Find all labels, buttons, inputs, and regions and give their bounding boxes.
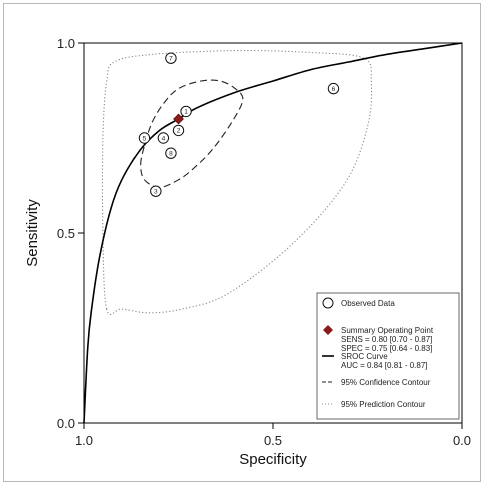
observed-point: 3 (150, 185, 162, 197)
observed-point-marker (172, 124, 185, 137)
legend-text: Summary Operating Point (341, 326, 434, 335)
observed-point-label: 1 (184, 109, 188, 116)
observed-point-label: 2 (177, 128, 181, 135)
observed-point-marker (138, 132, 151, 144)
observed-point: 8 (165, 147, 177, 159)
x-axis-label: Specificity (239, 451, 307, 468)
legend-entry: 95% Confidence Contour (322, 378, 431, 387)
observed-point-marker (327, 82, 340, 95)
prediction-contour (101, 49, 373, 315)
x-tick-label: 0.5 (264, 433, 282, 448)
observed-point-marker (165, 52, 177, 64)
observed-point-marker (180, 105, 192, 118)
observed-point-label: 4 (162, 135, 166, 142)
y-tick-label: 0.0 (57, 416, 75, 431)
y-tick-label: 1.0 (57, 36, 75, 51)
observed-point-label: 3 (154, 189, 158, 196)
legend-circle-icon (322, 297, 334, 309)
legend-text: SPEC = 0.75 [0.64 - 0.83] (341, 344, 432, 353)
x-tick-label: 0.0 (453, 433, 471, 448)
legend-text: SENS = 0.80 [0.70 - 0.87] (341, 335, 432, 344)
legend-text: SROC Curve (341, 352, 388, 361)
legend-text: 95% Prediction Contour (341, 400, 426, 409)
observed-point-label: 7 (169, 56, 173, 63)
observed-point: 7 (165, 52, 177, 64)
observed-point: 1 (180, 105, 192, 118)
chart-frame: 1 2 3 4 5 6 7 8 1.0 0.5 0.0 0.0 0.5 1.0 Specificity Se… (3, 3, 481, 482)
summary-point-group (173, 113, 184, 125)
observed-points-group: 1 2 3 4 5 6 7 8 (138, 52, 340, 197)
axes-group: 1.0 0.5 0.0 0.0 0.5 1.0 Specificity Sensitivity (24, 36, 471, 468)
y-tick-label: 0.5 (57, 226, 75, 241)
legend-diamond-icon (323, 325, 333, 335)
legend-box (316, 292, 460, 420)
legend-text: Observed Data (341, 299, 395, 308)
observed-point-label: 5 (143, 135, 147, 142)
observed-point-label: 8 (169, 151, 173, 158)
observed-point: 4 (157, 132, 170, 144)
observed-point: 6 (327, 82, 340, 95)
observed-point-marker (150, 185, 162, 197)
observed-point-marker (157, 132, 170, 144)
y-axis-label: Sensitivity (24, 199, 41, 267)
observed-point: 5 (138, 132, 151, 144)
sroc-chart: 1 2 3 4 5 6 7 8 1.0 0.5 0.0 0.0 0.5 1.0 Specificity Se… (24, 36, 471, 468)
legend-entry: 95% Prediction Contour (322, 400, 426, 409)
legend-text: AUC = 0.84 [0.81 - 0.87] (341, 361, 428, 370)
legend-text: 95% Confidence Contour (341, 378, 431, 387)
observed-point-marker (165, 147, 177, 159)
observed-point-label: 6 (332, 86, 336, 93)
observed-point: 2 (172, 124, 185, 137)
confidence-contour (140, 79, 244, 188)
legend-entry: Observed Data (322, 297, 395, 309)
summary-operating-point (173, 113, 184, 125)
confidence-contour-group (140, 79, 244, 188)
prediction-contour-group (101, 49, 373, 315)
legend: Observed Data Summary Operating PointSENS… (316, 292, 460, 420)
x-tick-label: 1.0 (75, 433, 93, 448)
